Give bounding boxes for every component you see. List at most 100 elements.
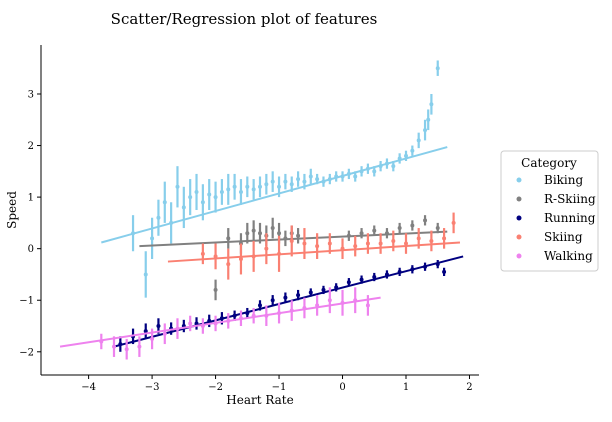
y-ticks: −2 −1 0 1 2 3 (19, 89, 41, 358)
data-point (258, 303, 262, 308)
data-point (296, 177, 301, 182)
series-1 (139, 215, 448, 301)
data-point (384, 161, 389, 166)
data-point (410, 223, 415, 228)
data-point (423, 128, 428, 133)
regression-line (167, 241, 461, 263)
data-point (334, 285, 339, 290)
data-point (340, 174, 345, 179)
data-point (112, 344, 116, 349)
data-point (359, 231, 364, 236)
data-point (150, 336, 155, 341)
data-point (137, 344, 142, 349)
data-point (283, 295, 288, 300)
data-point (391, 164, 396, 169)
data-point (270, 179, 275, 184)
data-point (308, 174, 313, 179)
legend-frame (500, 150, 599, 272)
legend-items: Biking R-Skiing Running Skiing Walking (516, 173, 596, 263)
legend-label: Walking (544, 249, 593, 263)
data-point (416, 138, 421, 143)
data-point (264, 246, 269, 251)
legend-marker (516, 177, 522, 183)
data-point (238, 256, 243, 261)
data-point (200, 251, 205, 256)
data-point (175, 326, 180, 331)
data-point (289, 308, 294, 313)
data-point (289, 238, 294, 243)
data-point (435, 262, 440, 267)
data-point (321, 179, 326, 184)
data-point (315, 303, 320, 308)
data-point (213, 321, 218, 326)
data-point (372, 275, 377, 280)
legend-label: Biking (544, 173, 583, 187)
legend-label: Skiing (544, 230, 583, 244)
axes (40, 45, 479, 376)
data-point (118, 342, 123, 347)
data-point (404, 241, 408, 246)
data-point (232, 313, 237, 318)
data-point (442, 269, 447, 274)
x-tick-label: 0 (339, 382, 345, 393)
data-point (270, 226, 275, 231)
data-point (334, 174, 339, 179)
data-point (181, 205, 186, 210)
series-layer (59, 60, 464, 360)
data-point (213, 287, 218, 292)
legend-marker (516, 234, 522, 240)
data-point (397, 156, 402, 161)
data-point (372, 169, 377, 174)
data-point (251, 254, 256, 259)
data-point (226, 187, 231, 192)
data-point (219, 316, 224, 321)
x-axis-label: Heart Rate (226, 393, 293, 407)
data-point (327, 241, 332, 246)
y-tick-label: −2 (19, 347, 34, 358)
y-axis-label: Speed (5, 191, 19, 229)
data-point (99, 339, 104, 344)
data-point (283, 179, 288, 184)
data-point (384, 231, 389, 236)
data-point (315, 244, 320, 249)
y-tick-label: 3 (28, 89, 34, 100)
data-point (245, 184, 250, 189)
x-tick-label: −4 (81, 382, 96, 393)
data-point (359, 277, 364, 282)
x-tick-label: 1 (403, 382, 409, 393)
data-point (194, 189, 199, 194)
data-point (340, 246, 345, 251)
x-tick-label: −1 (272, 382, 287, 393)
data-point (277, 251, 282, 256)
data-point (321, 287, 326, 292)
data-point (232, 184, 237, 189)
data-point (378, 241, 383, 246)
data-point (251, 313, 256, 318)
data-point (302, 179, 307, 184)
data-point (213, 195, 218, 200)
data-point (156, 324, 161, 329)
data-point (226, 236, 231, 241)
data-point (277, 311, 282, 316)
data-point (245, 311, 250, 316)
chart-title: Scatter/Regression plot of features (111, 10, 378, 28)
data-point (404, 153, 408, 158)
legend-marker (516, 253, 522, 259)
data-point (283, 236, 288, 241)
x-tick-label: −3 (145, 382, 160, 393)
data-point (429, 238, 434, 243)
data-point (238, 316, 243, 321)
data-point (219, 189, 224, 194)
data-point (442, 236, 447, 241)
data-point (302, 305, 307, 310)
data-point (397, 226, 402, 231)
data-point (200, 324, 205, 329)
data-point (365, 166, 370, 171)
data-point (315, 177, 320, 182)
x-tick-label: 2 (466, 382, 472, 393)
data-point (391, 238, 396, 243)
data-point (162, 331, 167, 336)
data-point (226, 262, 231, 267)
series-3 (167, 212, 461, 280)
